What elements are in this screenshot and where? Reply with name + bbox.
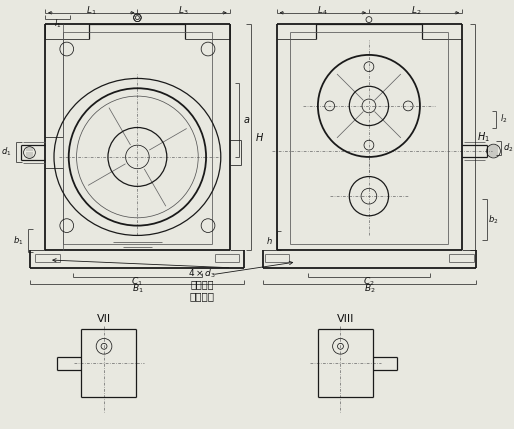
Text: $L_2$: $L_2$ xyxy=(411,5,421,17)
Text: VII: VII xyxy=(97,314,111,324)
Text: $C_1$: $C_1$ xyxy=(132,275,143,288)
Text: $a$: $a$ xyxy=(243,115,250,125)
Text: $B_1$: $B_1$ xyxy=(132,282,143,295)
Text: $h$: $h$ xyxy=(266,235,273,246)
Text: VIII: VIII xyxy=(337,314,354,324)
Text: $L_4$: $L_4$ xyxy=(318,5,328,17)
Text: $H_1$: $H_1$ xyxy=(477,130,490,144)
Text: $L_3$: $L_3$ xyxy=(178,5,189,17)
Text: $l_1$: $l_1$ xyxy=(53,17,61,30)
Text: $b_2$: $b_2$ xyxy=(488,214,499,226)
Text: $L_1$: $L_1$ xyxy=(86,5,97,17)
Text: $4\times d_3$: $4\times d_3$ xyxy=(188,267,216,280)
Text: 螺栓直径: 螺栓直径 xyxy=(190,279,214,290)
Text: $d_1$: $d_1$ xyxy=(2,146,12,158)
Text: $B_2$: $B_2$ xyxy=(363,282,375,295)
Text: 装配型式: 装配型式 xyxy=(190,291,215,301)
Text: $b_1$: $b_1$ xyxy=(13,234,24,247)
Text: $C_2$: $C_2$ xyxy=(363,275,375,288)
Text: $H$: $H$ xyxy=(254,131,264,143)
Text: $d_2$: $d_2$ xyxy=(503,142,513,154)
Text: $l_2$: $l_2$ xyxy=(500,113,507,125)
